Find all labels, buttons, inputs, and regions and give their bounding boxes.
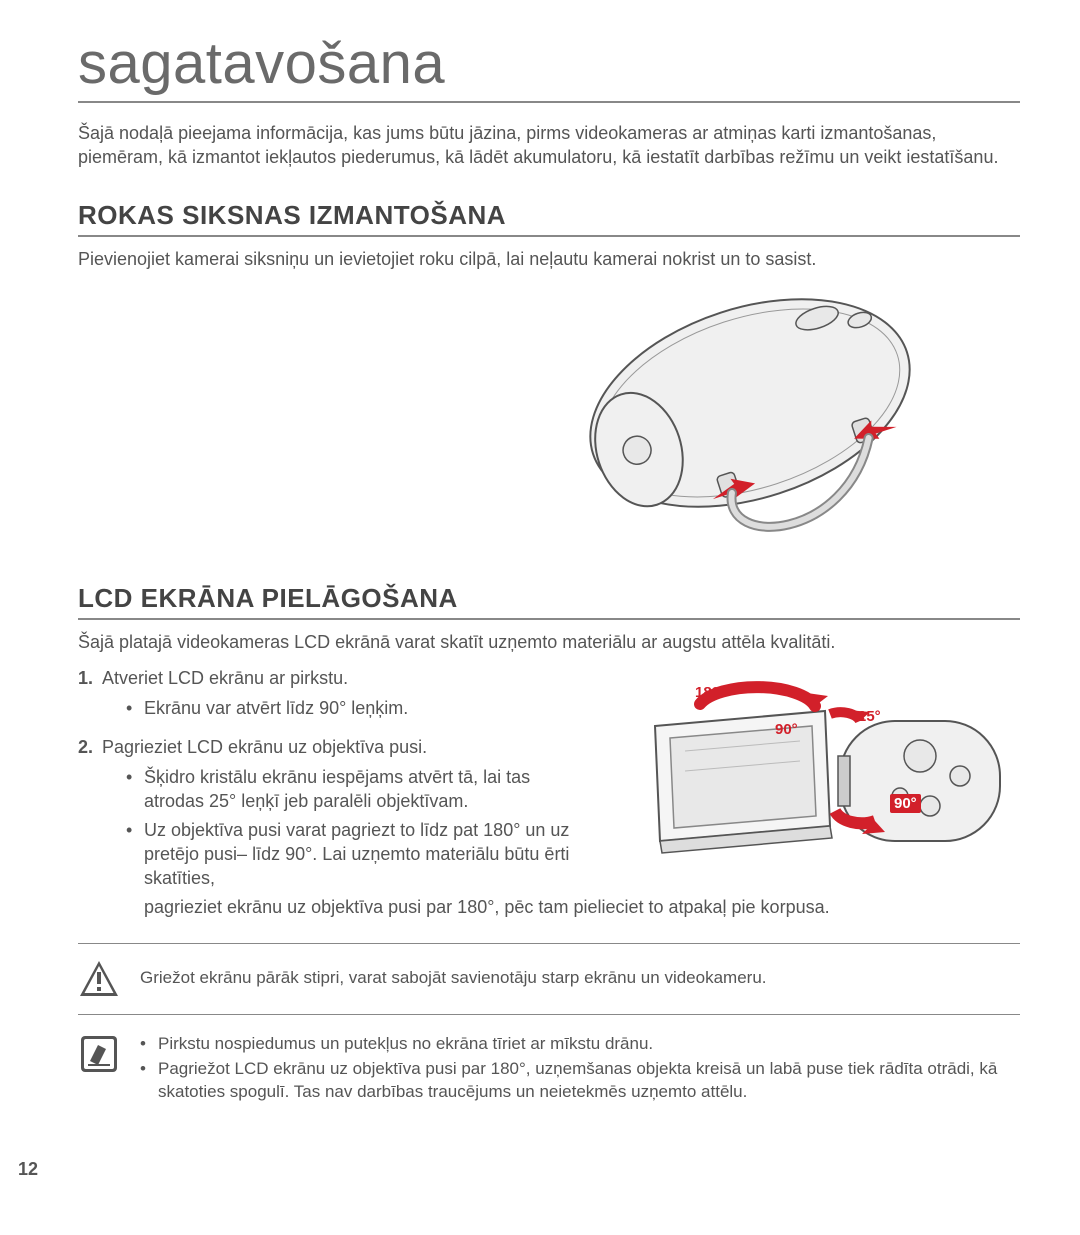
- angle-180-label: 180°: [695, 684, 726, 701]
- lcd-step1-sub1: Ekrānu var atvērt līdz 90° leņķim.: [126, 696, 580, 720]
- lcd-step1-text: Atveriet LCD ekrānu ar pirkstu.: [102, 668, 348, 688]
- angle-90-left-label: 90°: [775, 721, 798, 738]
- warning-box: Griežot ekrānu pārāk stipri, varat saboj…: [78, 943, 1020, 1015]
- page-title: sagatavošana: [78, 30, 1020, 103]
- section-lcd-text: Šajā platajā videokameras LCD ekrānā var…: [78, 630, 1020, 654]
- warning-icon: [78, 958, 120, 1000]
- section-strap-heading: ROKAS SIKSNAS IZMANTOŠANA: [78, 200, 1020, 237]
- lcd-step-2: Pagrieziet LCD ekrānu uz objektīva pusi.…: [78, 735, 580, 891]
- note-icon: [78, 1033, 120, 1075]
- figure-lcd-rotate: 180° 90° 25° 90°: [600, 666, 1020, 904]
- figure-hand-strap: [540, 283, 960, 563]
- intro-paragraph: Šajā nodaļā pieejama informācija, kas ju…: [78, 121, 1020, 170]
- angle-25-label: 25°: [858, 708, 881, 725]
- lcd-steps-list: Atveriet LCD ekrānu ar pirkstu. Ekrānu v…: [78, 666, 580, 890]
- page-number: 12: [18, 1159, 38, 1180]
- lcd-step2-text: Pagrieziet LCD ekrānu uz objektīva pusi.: [102, 737, 427, 757]
- section-strap-text: Pievienojiet kamerai siksniņu un ievieto…: [78, 247, 1020, 271]
- lcd-step2-sub1: Šķidro kristālu ekrānu iespējams atvērt …: [126, 765, 580, 814]
- lcd-step-1: Atveriet LCD ekrānu ar pirkstu. Ekrānu v…: [78, 666, 580, 721]
- warning-text: Griežot ekrānu pārāk stipri, varat saboj…: [140, 967, 767, 990]
- note-2: Pagriežot LCD ekrānu uz objektīva pusi p…: [140, 1058, 1020, 1104]
- notes-box: Pirkstu nospiedumus un putekļus no ekrān…: [78, 1027, 1020, 1112]
- section-lcd-heading: LCD EKRĀNA PIELĀGOŠANA: [78, 583, 1020, 620]
- lcd-step2-sub2: Uz objektīva pusi varat pagriezt to līdz…: [126, 818, 580, 891]
- angle-90-right-label: 90°: [890, 794, 921, 813]
- notes-list: Pirkstu nospiedumus un putekļus no ekrān…: [140, 1033, 1020, 1104]
- note-1: Pirkstu nospiedumus un putekļus no ekrān…: [140, 1033, 1020, 1056]
